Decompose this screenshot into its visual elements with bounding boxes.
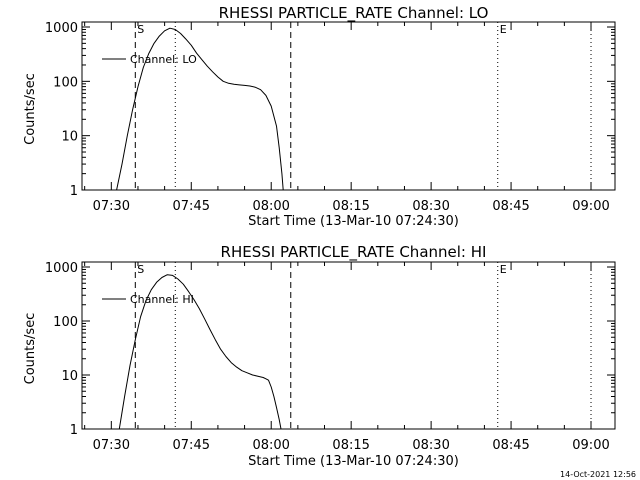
legend-label: Channel: LO <box>130 53 197 66</box>
x-tick-label: 09:00 <box>572 199 609 214</box>
y-tick-label: 10 <box>61 369 78 384</box>
marker-label: E <box>500 263 507 276</box>
series-line <box>116 27 284 191</box>
panel-hi: RHESSI PARTICLE_RATE Channel: HI Counts/s… <box>23 243 616 469</box>
x-axis-label: Start Time (13-Mar-10 07:24:30) <box>248 214 459 229</box>
x-tick-label: 08:30 <box>412 438 449 453</box>
series-line <box>118 274 282 430</box>
x-tick-label: 09:00 <box>572 438 609 453</box>
marker-label: E <box>500 23 507 36</box>
x-tick-label: 08:45 <box>492 438 529 453</box>
y-tick-label: 100 <box>53 75 78 90</box>
plot-frame <box>81 21 616 191</box>
x-tick-label: 07:30 <box>93 199 130 214</box>
footer-timestamp: 14-Oct-2021 12:56 <box>560 470 636 479</box>
y-tick-label: 10 <box>61 130 78 145</box>
x-axis-label: Start Time (13-Mar-10 07:24:30) <box>248 454 459 469</box>
y-axis-label: Counts/sec <box>23 73 38 145</box>
y-axis-label: Counts/sec <box>23 313 38 385</box>
y-tick-label: 100 <box>53 315 78 330</box>
x-tick-label: 08:30 <box>412 199 449 214</box>
x-tick-label: 07:30 <box>93 438 130 453</box>
x-tick-label: 08:15 <box>332 199 369 214</box>
y-tick-label: 1 <box>70 184 78 199</box>
panel-lo: RHESSI PARTICLE_RATE Channel: LO Counts/s… <box>23 4 616 229</box>
chart-title: RHESSI PARTICLE_RATE Channel: LO <box>219 4 489 23</box>
x-tick-label: 08:00 <box>252 199 289 214</box>
marker-label: S <box>137 23 144 36</box>
y-tick-label: 1000 <box>45 261 78 276</box>
y-tick-label: 1000 <box>45 21 78 36</box>
plot-frame <box>81 261 616 430</box>
y-tick-label: 1 <box>70 423 78 438</box>
marker-label: S <box>137 263 144 276</box>
x-tick-label: 07:45 <box>173 199 210 214</box>
x-tick-label: 08:00 <box>252 438 289 453</box>
x-tick-label: 07:45 <box>173 438 210 453</box>
x-tick-label: 08:45 <box>492 199 529 214</box>
legend-label: Channel: HI <box>130 293 194 306</box>
x-tick-label: 08:15 <box>332 438 369 453</box>
chart-title: RHESSI PARTICLE_RATE Channel: HI <box>221 243 487 262</box>
